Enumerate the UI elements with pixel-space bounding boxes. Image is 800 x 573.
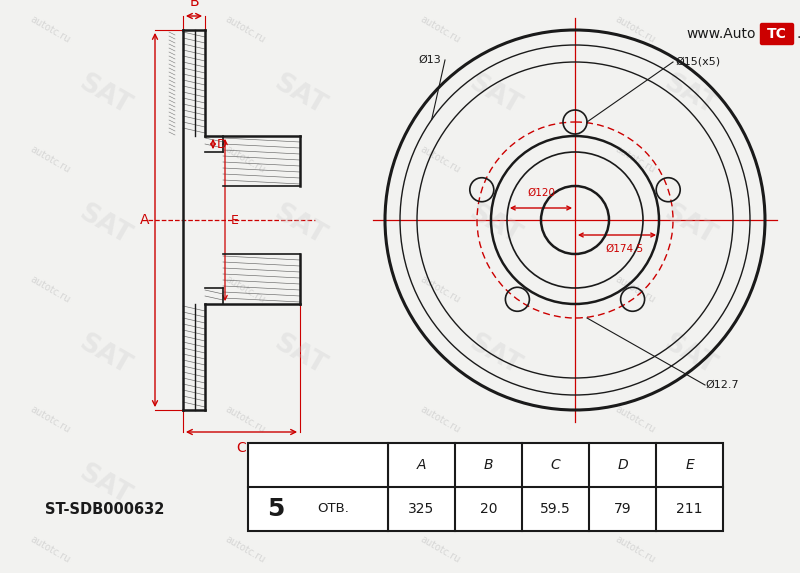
- Text: A: A: [417, 458, 426, 472]
- Text: C: C: [550, 458, 560, 472]
- Text: SAT: SAT: [270, 460, 330, 510]
- Text: autotc.ru: autotc.ru: [614, 14, 657, 45]
- Text: www.Auto: www.Auto: [686, 27, 755, 41]
- Text: Ø174.5: Ø174.5: [606, 244, 644, 254]
- Text: Ø12.7: Ø12.7: [705, 380, 738, 390]
- Text: 79: 79: [614, 502, 631, 516]
- Text: SAT: SAT: [465, 200, 526, 250]
- Text: autotc.ru: autotc.ru: [28, 144, 72, 175]
- Text: SAT: SAT: [465, 330, 526, 380]
- Text: Ø13: Ø13: [418, 55, 442, 65]
- Text: autotc.ru: autotc.ru: [418, 535, 462, 566]
- Text: autotc.ru: autotc.ru: [223, 144, 266, 175]
- Text: A: A: [140, 213, 150, 227]
- Text: autotc.ru: autotc.ru: [418, 274, 462, 305]
- Text: autotc.ru: autotc.ru: [28, 274, 72, 305]
- Text: SAT: SAT: [270, 200, 330, 250]
- Text: 211: 211: [676, 502, 702, 516]
- Text: B: B: [189, 0, 199, 9]
- Text: autotc.ru: autotc.ru: [418, 405, 462, 435]
- Text: autotc.ru: autotc.ru: [614, 144, 657, 175]
- Text: autotc.ru: autotc.ru: [614, 274, 657, 305]
- Text: autotc.ru: autotc.ru: [28, 14, 72, 45]
- Bar: [388, 443, 723, 531]
- Text: autotc.ru: autotc.ru: [223, 14, 266, 45]
- Text: autotc.ru: autotc.ru: [28, 535, 72, 566]
- Text: autotc.ru: autotc.ru: [418, 144, 462, 175]
- Text: .ru: .ru: [796, 27, 800, 41]
- Text: autotc.ru: autotc.ru: [223, 405, 266, 435]
- Text: autotc.ru: autotc.ru: [614, 535, 657, 566]
- Text: SAT: SAT: [74, 330, 135, 380]
- Text: SAT: SAT: [74, 200, 135, 250]
- Text: SAT: SAT: [465, 70, 526, 120]
- Text: autotc.ru: autotc.ru: [223, 274, 266, 305]
- Text: C: C: [237, 441, 246, 455]
- Text: autotc.ru: autotc.ru: [614, 405, 657, 435]
- Text: SAT: SAT: [659, 330, 721, 380]
- Text: autotc.ru: autotc.ru: [28, 405, 72, 435]
- Bar: [248, 443, 388, 531]
- Text: Ø15(x5): Ø15(x5): [675, 57, 720, 67]
- Text: 325: 325: [408, 502, 434, 516]
- Text: 20: 20: [480, 502, 498, 516]
- Text: TC: TC: [767, 27, 787, 41]
- Text: 5: 5: [267, 497, 285, 521]
- Text: autotc.ru: autotc.ru: [418, 14, 462, 45]
- Text: E: E: [231, 214, 239, 226]
- Text: E: E: [685, 458, 694, 472]
- Text: autotc.ru: autotc.ru: [223, 535, 266, 566]
- Text: ST-SDB000632: ST-SDB000632: [46, 501, 165, 516]
- Text: SAT: SAT: [270, 330, 330, 380]
- Text: SAT: SAT: [465, 460, 526, 510]
- Text: 59.5: 59.5: [540, 502, 571, 516]
- Text: B: B: [484, 458, 494, 472]
- Text: D: D: [617, 458, 628, 472]
- Text: SAT: SAT: [74, 70, 135, 120]
- Text: D: D: [217, 138, 226, 151]
- Text: SAT: SAT: [270, 70, 330, 120]
- Text: Ø120: Ø120: [527, 188, 555, 198]
- Text: SAT: SAT: [659, 460, 721, 510]
- Text: SAT: SAT: [659, 70, 721, 120]
- FancyBboxPatch shape: [761, 23, 794, 45]
- Text: SAT: SAT: [74, 460, 135, 510]
- Text: SAT: SAT: [659, 200, 721, 250]
- Text: ОТВ.: ОТВ.: [317, 503, 349, 516]
